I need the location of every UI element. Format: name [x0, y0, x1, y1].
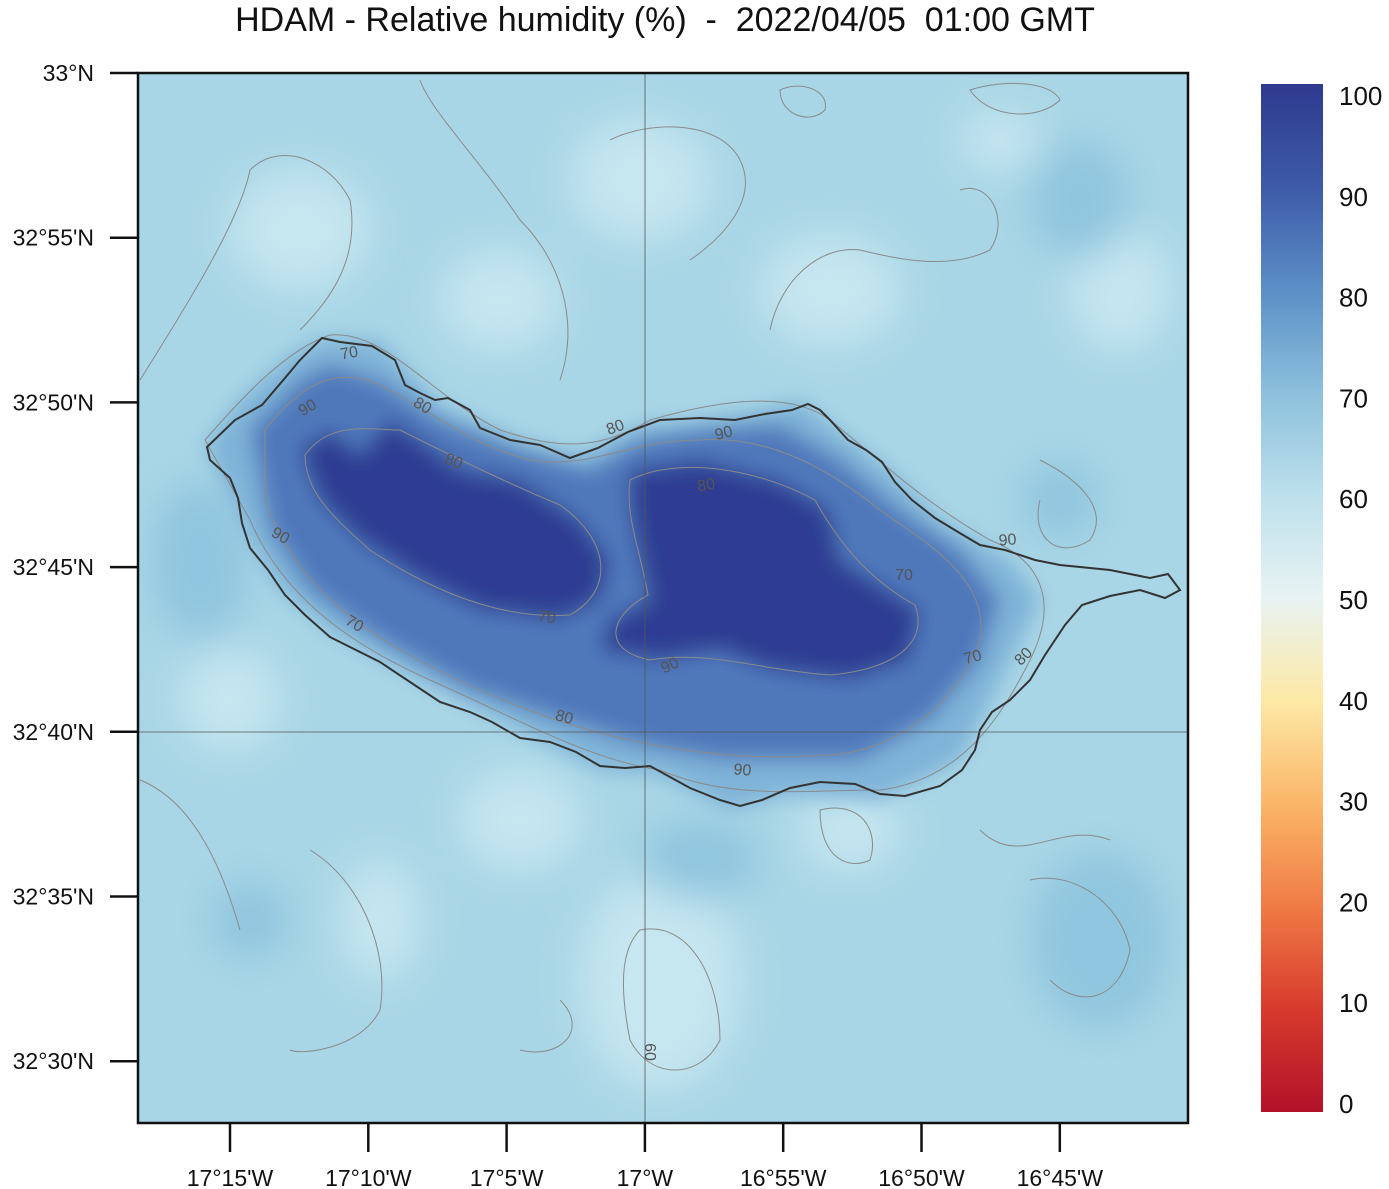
colorbar-label: 70 [1339, 383, 1368, 413]
contour-label: 70 [339, 344, 360, 364]
x-tick-label: 16°45'W [1017, 1165, 1104, 1189]
contour-sea-9 [819, 807, 874, 864]
y-tick-label: 32°45'N [13, 554, 94, 580]
humidity-field [138, 73, 1188, 1123]
contour-sea-2 [419, 79, 569, 381]
contour-label: 90 [296, 396, 320, 420]
map-title: HDAM - Relative humidity (%) - 2022/04/0… [235, 1, 1095, 39]
sea-light-patch [800, 790, 900, 870]
y-tick-label: 33°N [43, 60, 94, 86]
contour-label: 80 [696, 476, 717, 496]
sea-dark-patch [1020, 460, 1100, 540]
x-tick-label: 17°15'W [187, 1165, 274, 1189]
island-humid-zone-90 [300, 420, 920, 680]
sea-light-patch [460, 770, 580, 870]
colorbar-label: 30 [1339, 787, 1368, 817]
colorbar-label: 100 [1339, 81, 1382, 111]
contour-sea-8 [289, 849, 383, 1053]
contour-label: 90 [658, 654, 681, 677]
sea-dark-patch [210, 880, 290, 960]
contour-sea-5 [769, 187, 999, 331]
y-tick-label: 32°30'N [13, 1048, 94, 1074]
contour-sea-4 [779, 85, 826, 118]
contour-sea-11 [979, 829, 1111, 847]
contour-label: 70 [342, 612, 366, 636]
contour-label: 80 [553, 707, 575, 728]
contour-90-east [615, 466, 919, 676]
contour-label: 70 [962, 647, 984, 668]
contour-label: 70 [895, 567, 913, 584]
colorbar-label: 80 [1339, 283, 1368, 313]
sea-light-patch [180, 650, 280, 750]
island-humidity-layers [205, 338, 1040, 810]
sea-light-patch [570, 120, 710, 240]
sea-light-patch [580, 870, 740, 1090]
colorbar-label: 90 [1339, 182, 1368, 212]
y-tick-label: 32°55'N [13, 225, 94, 251]
contour-60 [623, 928, 721, 1071]
contour-label: 90 [268, 524, 292, 548]
sea-dark-patch [1030, 850, 1170, 1030]
sea-light-patch [1070, 230, 1170, 350]
x-tick-label: 16°55'W [740, 1165, 827, 1189]
contour-sea-12 [139, 779, 241, 931]
colorbar-label: 0 [1339, 1089, 1353, 1119]
x-tick-label: 17°W [617, 1165, 674, 1189]
sea-dark-patch [1030, 140, 1130, 260]
sea-light-patch [960, 110, 1040, 170]
y-tick-label: 32°35'N [13, 884, 94, 910]
longitude-axis: 17°15'W 17°10'W 17°5'W 17°W 16°55'W 16°50'W 16… [187, 1123, 1104, 1189]
y-tick-label: 32°40'N [13, 719, 94, 745]
contour-sea-7 [1037, 459, 1097, 549]
contour-sea-6 [969, 83, 1061, 115]
contour-label: 80 [604, 417, 627, 439]
contour-label: 90 [998, 531, 1017, 549]
x-tick-label: 17°5'W [470, 1165, 544, 1189]
plot-frame [136, 71, 1190, 1125]
colorbar-label: 60 [1339, 484, 1368, 514]
sea-dark-patch [150, 480, 250, 640]
contour-sea-3 [609, 126, 746, 261]
sea-light-patch [340, 860, 420, 980]
contour-label: 90 [733, 761, 752, 779]
contour-sea-1 [139, 155, 353, 381]
x-tick-label: 17°10'W [325, 1165, 412, 1189]
contour-80 [264, 376, 982, 758]
sea-dark-patch [640, 820, 760, 900]
contour-label: 70 [537, 608, 558, 628]
contour-label: 90 [713, 423, 735, 444]
colorbar [1261, 84, 1323, 1112]
sea-humidity-patches [150, 110, 1170, 1090]
contour-label: 80 [442, 451, 465, 473]
sea-light-patch [760, 235, 900, 345]
madeira-coastline [205, 336, 1182, 808]
sea-light-patch [230, 170, 370, 290]
latitude-axis: 33°N 32°55'N 32°50'N 32°45'N 32°40'N 32°35'N 3… [13, 60, 138, 1074]
x-tick-label: 16°50'W [878, 1165, 965, 1189]
colorbar-label: 40 [1339, 686, 1368, 716]
contour-label: 80 [410, 394, 434, 418]
contour-sea-10 [1029, 877, 1131, 998]
colorbar-label: 20 [1339, 887, 1368, 917]
contour-90-west [304, 428, 602, 617]
sea-light-patch [440, 250, 560, 350]
y-tick-label: 32°50'N [13, 389, 94, 415]
colorbar-label: 50 [1339, 585, 1368, 615]
colorbar-label: 10 [1339, 988, 1368, 1018]
contour-label: 60 [641, 1043, 658, 1061]
contour-sea-13 [519, 999, 573, 1053]
